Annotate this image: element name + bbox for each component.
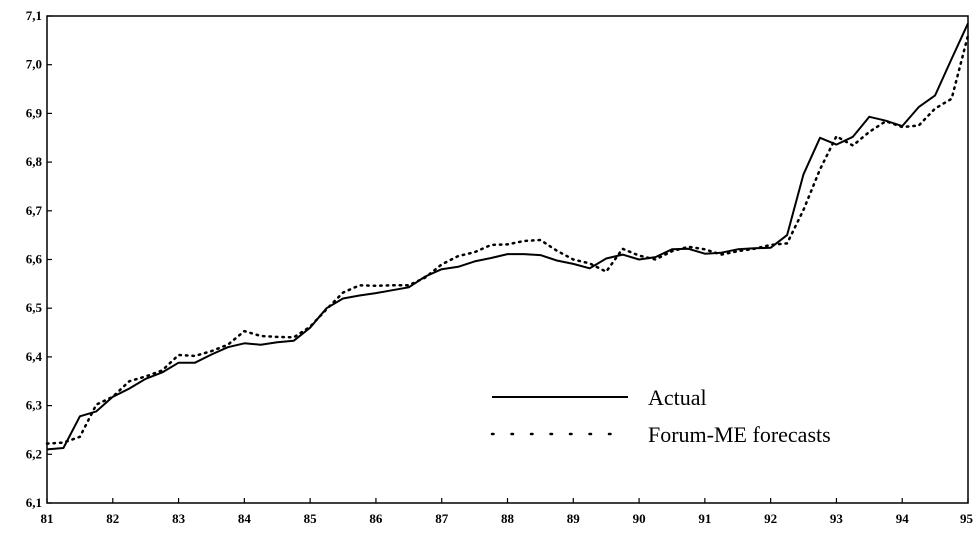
x-tick-label: 90 [633,511,646,526]
x-tick-label: 89 [567,511,581,526]
x-tick-label: 81 [41,511,54,526]
x-tick-label: 82 [106,511,119,526]
x-tick-label: 92 [764,511,777,526]
y-tick-label: 6,1 [26,495,42,510]
x-tick-label: 83 [172,511,186,526]
y-axis: 6,1 6,2 6,3 6,4 6,5 6,6 6,7 6,8 6,9 7,0 7,1 [26,8,52,510]
series-actual-line [46,22,969,451]
x-tick-label: 84 [238,511,252,526]
y-tick-label: 7,1 [26,8,42,23]
legend-label-forecasts: Forum-ME forecasts [648,422,831,447]
y-tick-label: 6,8 [26,154,43,169]
x-tick-label: 93 [830,511,844,526]
x-tick-label: 87 [435,511,449,526]
legend: Actual Forum-ME forecasts [490,385,831,447]
x-tick-label: 88 [501,511,515,526]
y-tick-label: 6,3 [26,398,43,413]
series-forecast-line [45,34,970,445]
y-tick-label: 7,0 [26,57,42,72]
x-tick-label: 85 [304,511,318,526]
y-tick-label: 6,9 [26,105,43,120]
y-tick-label: 6,6 [26,252,43,267]
legend-label-actual: Actual [648,385,707,410]
x-tick-label: 86 [369,511,383,526]
y-tick-label: 6,2 [26,446,42,461]
y-tick-label: 6,5 [26,300,43,315]
series-layer [45,22,970,451]
x-tick-label: 94 [896,511,910,526]
y-tick-label: 6,7 [26,203,43,218]
x-axis: 81 82 83 84 85 86 87 88 89 90 91 92 93 94 95 [41,498,974,526]
y-tick-label: 6,4 [26,349,43,364]
x-tick-label: 95 [960,511,974,526]
x-tick-label: 91 [698,511,711,526]
